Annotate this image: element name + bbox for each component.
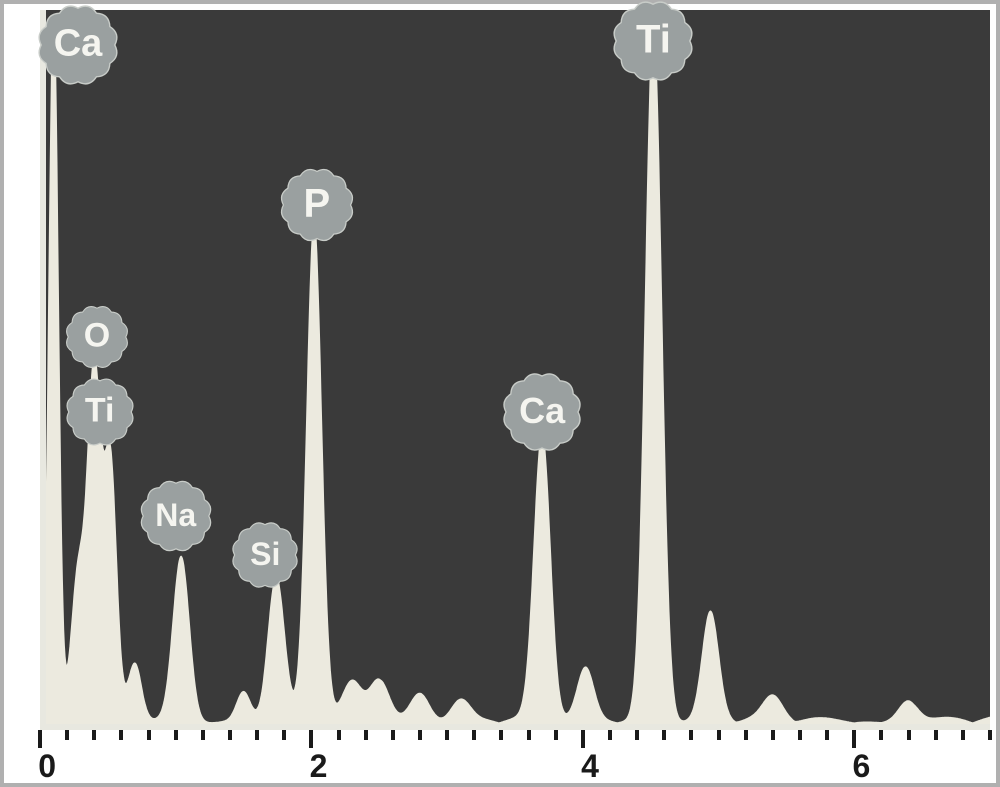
x-tick-minor bbox=[988, 730, 992, 740]
x-axis: 0246 bbox=[40, 730, 990, 780]
x-tick-minor bbox=[119, 730, 123, 740]
x-tick-major bbox=[38, 730, 42, 748]
plot-axes-border bbox=[40, 10, 990, 730]
x-tick-major bbox=[852, 730, 856, 748]
x-tick-minor bbox=[147, 730, 151, 740]
x-tick-minor bbox=[255, 730, 259, 740]
x-tick-minor bbox=[689, 730, 693, 740]
x-tick-minor bbox=[418, 730, 422, 740]
x-tick-minor bbox=[825, 730, 829, 740]
x-tick-label: 4 bbox=[581, 748, 599, 785]
x-tick-minor bbox=[174, 730, 178, 740]
x-tick-minor bbox=[499, 730, 503, 740]
x-tick-minor bbox=[282, 730, 286, 740]
x-tick-minor bbox=[717, 730, 721, 740]
x-tick-minor bbox=[635, 730, 639, 740]
plot-area: CaOTiNaSiPCaTi bbox=[40, 10, 990, 730]
x-tick-minor bbox=[744, 730, 748, 740]
x-tick-label: 6 bbox=[853, 748, 871, 785]
x-tick-minor bbox=[472, 730, 476, 740]
x-tick-label: 2 bbox=[310, 748, 328, 785]
x-tick-minor bbox=[798, 730, 802, 740]
chart-frame: CaOTiNaSiPCaTi 0246 bbox=[0, 0, 1000, 787]
x-tick-minor bbox=[337, 730, 341, 740]
x-tick-minor bbox=[201, 730, 205, 740]
x-tick-minor bbox=[445, 730, 449, 740]
x-tick-minor bbox=[65, 730, 69, 740]
x-tick-minor bbox=[879, 730, 883, 740]
x-tick-minor bbox=[662, 730, 666, 740]
x-tick-minor bbox=[934, 730, 938, 740]
x-tick-label: 0 bbox=[38, 748, 56, 785]
x-tick-minor bbox=[228, 730, 232, 740]
x-tick-minor bbox=[961, 730, 965, 740]
x-tick-minor bbox=[527, 730, 531, 740]
x-tick-major bbox=[309, 730, 313, 748]
x-tick-minor bbox=[554, 730, 558, 740]
x-tick-minor bbox=[771, 730, 775, 740]
x-tick-major bbox=[581, 730, 585, 748]
x-tick-minor bbox=[92, 730, 96, 740]
x-tick-minor bbox=[364, 730, 368, 740]
x-tick-minor bbox=[391, 730, 395, 740]
x-tick-minor bbox=[608, 730, 612, 740]
x-tick-minor bbox=[907, 730, 911, 740]
